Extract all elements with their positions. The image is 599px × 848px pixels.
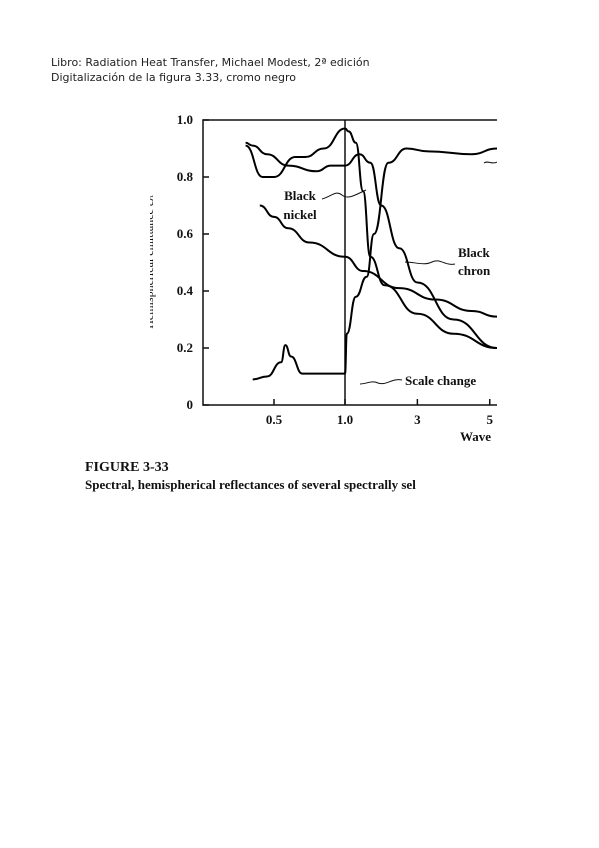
annotation: Black: [458, 245, 491, 260]
arrow: [404, 260, 456, 265]
caption-title: FIGURE 3-33: [85, 460, 169, 475]
y-tick-label: 1.0: [177, 112, 193, 127]
y-tick-label: 0: [187, 397, 194, 412]
data-line: [245, 127, 497, 349]
caption-text: Spectral, hemispherical reflectances of …: [85, 477, 416, 492]
y-tick-label: 0.6: [177, 226, 194, 241]
annotation: nickel: [283, 207, 317, 222]
y-tick-label: 0.2: [177, 340, 193, 355]
x-axis-label: Wave: [460, 429, 491, 444]
y-axis-label: Hemispherical emittance ελ: [142, 195, 156, 329]
header-line: Libro: Radiation Heat Transfer, Michael …: [51, 56, 370, 69]
data-line: [259, 204, 497, 318]
arrow: [483, 161, 497, 164]
y-tick-label: 0.4: [177, 283, 194, 298]
annotation: chron: [458, 263, 491, 278]
y-tick-label: 0.8: [177, 169, 194, 184]
arrow: [359, 379, 403, 385]
data-line: [252, 147, 497, 381]
header-line: Digitalización de la figura 3.33, cromo …: [51, 71, 296, 84]
axis-frame: [202, 119, 497, 406]
figure: Hemispherical emittance ελ Wave Black ni…: [142, 112, 497, 444]
annotation: Black: [284, 188, 317, 203]
annotation: Scale change: [405, 373, 476, 388]
x-tick-label: 5: [487, 412, 494, 427]
x-tick-label: 1.0: [337, 412, 353, 427]
x-tick-label: 0.5: [266, 412, 283, 427]
arrow: [321, 189, 367, 200]
data-line: [245, 141, 497, 349]
x-tick-label: 3: [414, 412, 421, 427]
